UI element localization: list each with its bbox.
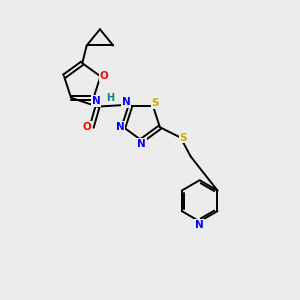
Text: H: H	[106, 93, 114, 103]
Text: N: N	[137, 139, 146, 149]
Text: O: O	[83, 122, 92, 132]
Text: S: S	[152, 98, 159, 108]
Text: N: N	[116, 122, 124, 132]
Text: N: N	[92, 96, 100, 106]
Text: O: O	[100, 71, 108, 81]
Text: N: N	[195, 220, 204, 230]
Text: S: S	[180, 133, 187, 142]
Text: N: N	[122, 97, 130, 107]
